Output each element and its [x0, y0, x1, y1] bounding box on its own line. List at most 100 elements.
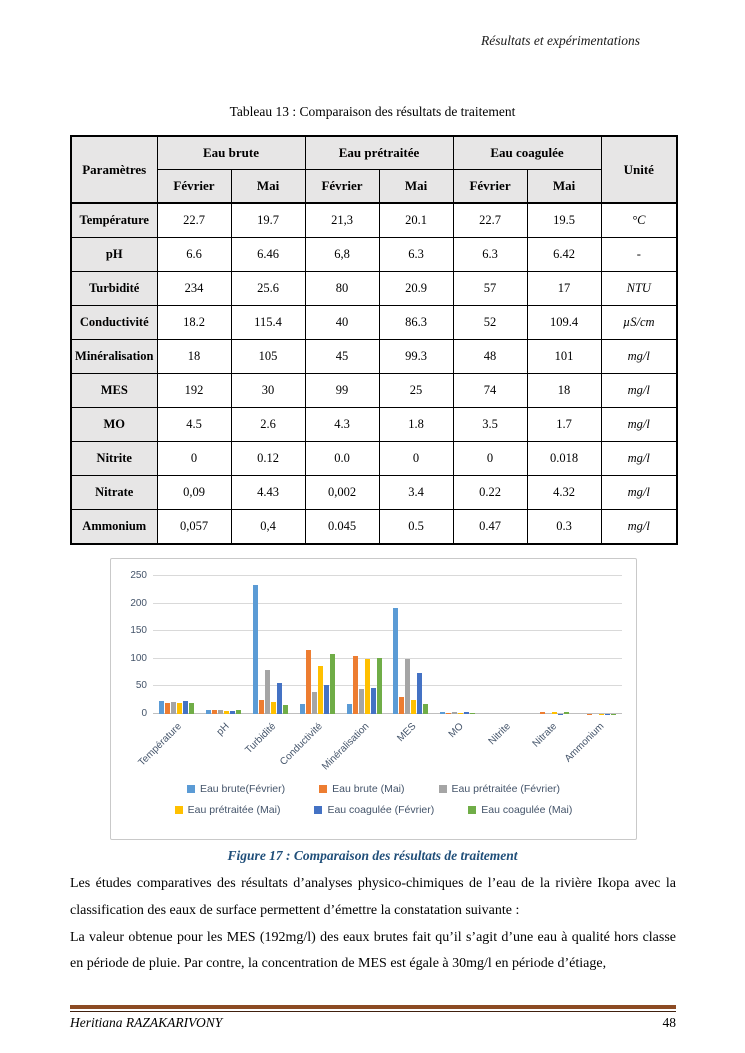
column-subheader-month: Février — [452, 169, 528, 204]
table-cell-value: 30 — [230, 373, 306, 408]
bar — [311, 691, 317, 714]
bar — [540, 711, 546, 714]
legend-swatch — [319, 785, 328, 793]
table-cell-value: 20.9 — [378, 271, 454, 306]
comparison-bar-chart: 0 50 100 150 200 250 Température pH Turbidité Co… — [110, 558, 637, 840]
bar-group: pH — [200, 576, 247, 738]
legend-swatch — [438, 785, 447, 793]
table-row: Minéralisation 18 105 45 99.3 48 101 mg/l — [70, 339, 678, 374]
column-subheader-month: Mai — [230, 169, 306, 204]
row-header-parameter: Minéralisation — [70, 339, 158, 374]
gridline — [153, 630, 622, 632]
legend-label: Eau brute (Mai) — [332, 783, 405, 795]
table-cell-value: 1.8 — [378, 407, 454, 442]
table-cell-value: 6,8 — [304, 237, 380, 272]
legend-item: Eau brute (Mai) — [319, 783, 405, 795]
legend-item: Eau prétraitée (Février) — [438, 783, 560, 795]
bar — [264, 669, 270, 714]
table-cell-unit: µS/cm — [600, 305, 678, 340]
bar-groups: Température pH Turbidité Conductivité Minéra… — [137, 576, 622, 772]
table-cell-value: 4.32 — [526, 475, 602, 510]
bar-group: Nitrate — [528, 576, 575, 750]
row-header-parameter: MES — [70, 373, 158, 408]
table-cell-value: 0,09 — [156, 475, 232, 510]
bar — [564, 711, 570, 714]
column-subheader-month: Février — [156, 169, 232, 204]
table-row: MES 192 30 99 25 74 18 mg/l — [70, 373, 678, 408]
x-axis-label: Nitrite — [486, 721, 513, 748]
legend-swatch — [468, 806, 477, 814]
bar — [305, 650, 311, 714]
bar — [164, 703, 170, 714]
running-head: Résultats et expérimentations — [481, 33, 640, 48]
table-cell-value: 99.3 — [378, 339, 454, 374]
legend-label: Eau brute(Février) — [199, 783, 286, 795]
column-group-header: Eau brute — [156, 135, 306, 170]
table-cell-value: 18.2 — [156, 305, 232, 340]
legend-label: Eau prétraitée (Mai) — [187, 804, 281, 816]
table-cell-value: 45 — [304, 339, 380, 374]
row-header-parameter: Nitrate — [70, 475, 158, 510]
bar — [176, 702, 182, 714]
table-cell-value: 101 — [526, 339, 602, 374]
bar — [411, 700, 417, 714]
row-header-parameter: MO — [70, 407, 158, 442]
x-axis-label: Minéralisation — [320, 721, 372, 773]
table-cell-value: 18 — [156, 339, 232, 374]
bar — [370, 687, 376, 714]
column-subheader-month: Mai — [378, 169, 454, 204]
bar — [223, 710, 229, 714]
table-cell-value: 0.0 — [304, 441, 380, 476]
table-row: Température 22.7 19.7 21,3 20.1 22.7 19.5 °C — [70, 202, 678, 238]
table-cell-unit: mg/l — [600, 441, 678, 476]
table-cell-value: 6.6 — [156, 237, 232, 272]
table-cell-value: 6.46 — [230, 237, 306, 272]
column-header-unite: Unité — [600, 135, 678, 204]
y-tick-label: 100 — [130, 652, 147, 664]
bar — [352, 656, 358, 714]
bar-group: MO — [434, 576, 481, 740]
y-tick-label: 50 — [135, 680, 147, 692]
table-cell-value: 22.7 — [156, 202, 232, 238]
bar — [323, 685, 329, 714]
bar — [399, 697, 405, 714]
table-cell-value: 22.7 — [452, 202, 528, 238]
bar-group: Nitrite — [481, 576, 528, 747]
figure-caption: Figure 17 : Comparaison des résultats de… — [227, 848, 518, 863]
table-cell-unit: mg/l — [600, 475, 678, 510]
gridline — [153, 713, 622, 714]
bar — [452, 711, 458, 714]
table-cell-value: 0 — [378, 441, 454, 476]
legend-swatch — [174, 806, 183, 814]
table-cell-value: 48 — [452, 339, 528, 374]
bar — [258, 699, 264, 714]
footer-author: Heritiana RAZAKARIVONY — [70, 1015, 223, 1030]
bar — [329, 653, 335, 714]
table-cell-value: 4.5 — [156, 407, 232, 442]
bar — [358, 689, 364, 714]
table-row: Conductivité 18.2 115.4 40 86.3 52 109.4 µS/cm — [70, 305, 678, 340]
bar-group: Température — [137, 576, 200, 768]
x-axis-label: Turbidité — [243, 721, 279, 757]
bar — [458, 713, 464, 714]
column-group-header: Eau prétraitée — [304, 135, 454, 170]
legend-item: Eau coagulée (Mai) — [468, 804, 572, 816]
legend-row: Eau brute(Février) Eau brute (Mai) Eau pré… — [186, 783, 560, 795]
bar — [346, 704, 352, 714]
y-tick-label: 0 — [141, 708, 147, 719]
row-header-parameter: Turbidité — [70, 271, 158, 306]
bar — [552, 712, 558, 714]
table-cell-unit: NTU — [600, 271, 678, 306]
table-cell-value: 105 — [230, 339, 306, 374]
row-header-parameter: Conductivité — [70, 305, 158, 340]
bar — [158, 701, 164, 714]
x-axis-label: Nitrate — [530, 721, 560, 750]
y-tick-label: 200 — [130, 597, 147, 609]
column-subheader-month: Février — [304, 169, 380, 204]
legend-row: Eau prétraitée (Mai) Eau coagulée (Févrie… — [174, 804, 572, 816]
legend-item: Eau coagulée (Février) — [314, 804, 434, 816]
table-cell-value: 6.3 — [452, 237, 528, 272]
legend-label: Eau coagulée (Février) — [327, 804, 435, 816]
bar — [188, 703, 194, 714]
